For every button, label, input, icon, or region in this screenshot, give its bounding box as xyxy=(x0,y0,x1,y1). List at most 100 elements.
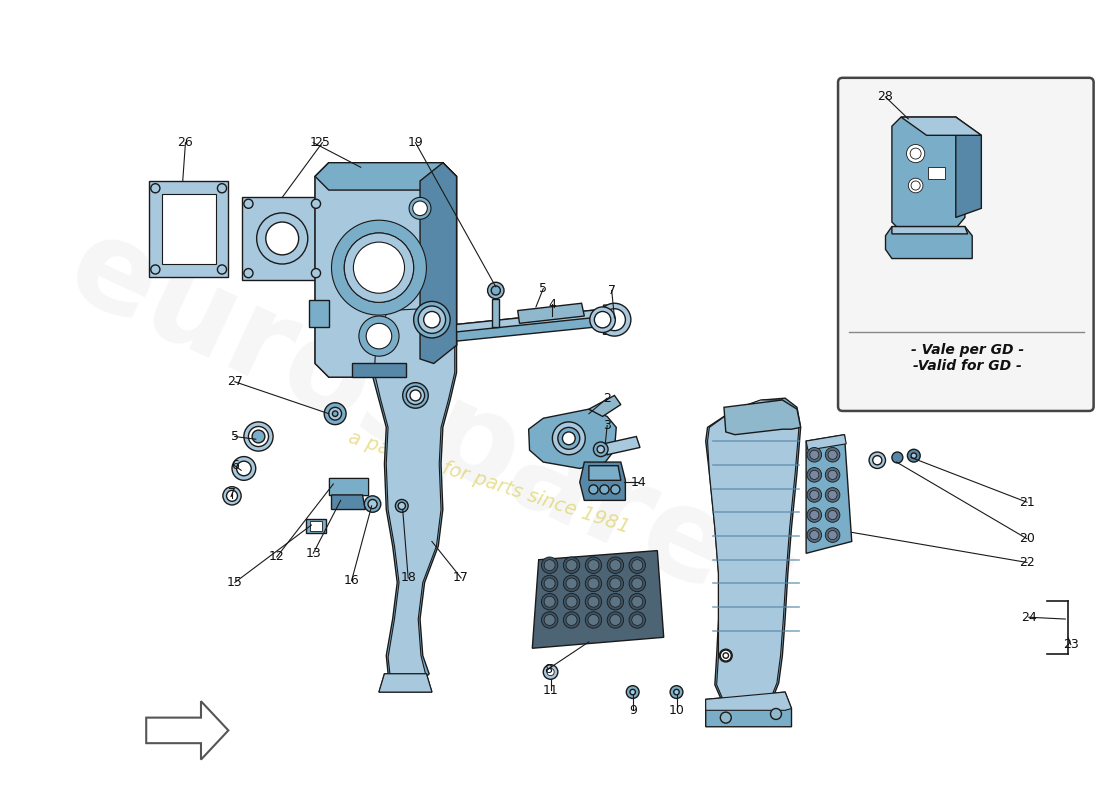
Circle shape xyxy=(227,490,238,502)
Polygon shape xyxy=(331,495,365,510)
Text: 6: 6 xyxy=(231,459,239,472)
Circle shape xyxy=(249,426,268,446)
Polygon shape xyxy=(706,692,792,726)
Circle shape xyxy=(266,222,298,255)
Text: 16: 16 xyxy=(343,574,360,587)
Circle shape xyxy=(828,450,837,459)
Circle shape xyxy=(810,470,818,479)
Circle shape xyxy=(585,575,602,592)
Polygon shape xyxy=(806,434,846,450)
Text: 10: 10 xyxy=(669,704,684,717)
Circle shape xyxy=(810,510,818,519)
Text: 24: 24 xyxy=(1021,610,1036,624)
Circle shape xyxy=(562,432,575,445)
Circle shape xyxy=(604,309,626,330)
Circle shape xyxy=(558,427,580,450)
Polygon shape xyxy=(372,309,456,683)
Polygon shape xyxy=(956,117,981,218)
Circle shape xyxy=(629,575,646,592)
Circle shape xyxy=(223,486,241,505)
Circle shape xyxy=(424,311,440,328)
Text: 7: 7 xyxy=(228,486,236,499)
Text: 14: 14 xyxy=(630,476,646,489)
Circle shape xyxy=(544,560,556,570)
Circle shape xyxy=(770,709,781,719)
Polygon shape xyxy=(315,162,456,190)
Text: 15: 15 xyxy=(227,576,243,589)
Polygon shape xyxy=(306,518,326,534)
Text: 18: 18 xyxy=(400,571,416,585)
Polygon shape xyxy=(309,300,329,327)
Circle shape xyxy=(324,402,346,425)
Circle shape xyxy=(311,269,320,278)
Text: 1: 1 xyxy=(309,136,317,149)
Text: 2: 2 xyxy=(603,392,612,405)
Circle shape xyxy=(593,442,608,457)
Circle shape xyxy=(541,557,558,574)
Circle shape xyxy=(331,220,427,315)
Circle shape xyxy=(398,502,406,510)
Circle shape xyxy=(406,386,425,405)
Circle shape xyxy=(610,485,620,494)
Text: 17: 17 xyxy=(453,571,469,585)
Text: 12: 12 xyxy=(268,550,285,563)
Polygon shape xyxy=(146,701,229,760)
Circle shape xyxy=(541,612,558,628)
Circle shape xyxy=(723,653,728,658)
Circle shape xyxy=(590,307,615,333)
Circle shape xyxy=(807,467,822,482)
Circle shape xyxy=(218,184,227,193)
Circle shape xyxy=(244,199,253,208)
Circle shape xyxy=(630,690,636,695)
Circle shape xyxy=(609,560,620,570)
Text: 20: 20 xyxy=(1019,532,1035,546)
Text: 3: 3 xyxy=(603,419,612,432)
Polygon shape xyxy=(886,226,972,258)
Circle shape xyxy=(332,411,338,417)
Circle shape xyxy=(825,508,840,522)
Text: 8: 8 xyxy=(543,662,552,676)
Circle shape xyxy=(810,530,818,540)
Polygon shape xyxy=(492,298,499,327)
Circle shape xyxy=(609,614,620,626)
Polygon shape xyxy=(529,409,616,469)
Circle shape xyxy=(674,690,679,695)
Polygon shape xyxy=(379,674,432,692)
Circle shape xyxy=(909,178,923,193)
Circle shape xyxy=(368,499,377,509)
Circle shape xyxy=(910,148,921,159)
Circle shape xyxy=(403,382,428,408)
Circle shape xyxy=(585,612,602,628)
Circle shape xyxy=(366,323,392,349)
Text: eurospares: eurospares xyxy=(51,206,817,649)
Circle shape xyxy=(607,612,624,628)
Circle shape xyxy=(631,560,642,570)
Text: 9: 9 xyxy=(629,704,637,717)
Polygon shape xyxy=(532,550,663,648)
Text: 22: 22 xyxy=(1019,556,1035,569)
Text: 13: 13 xyxy=(306,547,321,560)
Circle shape xyxy=(807,508,822,522)
Circle shape xyxy=(588,614,598,626)
Polygon shape xyxy=(315,162,456,377)
Text: 27: 27 xyxy=(227,375,243,388)
Circle shape xyxy=(218,265,227,274)
Circle shape xyxy=(588,560,598,570)
Circle shape xyxy=(807,447,822,462)
Circle shape xyxy=(719,649,733,662)
Circle shape xyxy=(566,560,578,570)
Circle shape xyxy=(544,596,556,607)
Circle shape xyxy=(629,612,646,628)
Circle shape xyxy=(807,488,822,502)
Text: 28: 28 xyxy=(878,90,893,103)
Text: 7: 7 xyxy=(607,284,616,297)
Circle shape xyxy=(825,488,840,502)
Polygon shape xyxy=(892,117,965,231)
Polygon shape xyxy=(148,181,229,277)
Text: - Vale per GD -: - Vale per GD - xyxy=(911,343,1024,357)
Polygon shape xyxy=(604,437,640,454)
Polygon shape xyxy=(588,395,620,417)
Circle shape xyxy=(911,181,921,190)
Circle shape xyxy=(256,213,308,264)
Circle shape xyxy=(911,453,916,458)
